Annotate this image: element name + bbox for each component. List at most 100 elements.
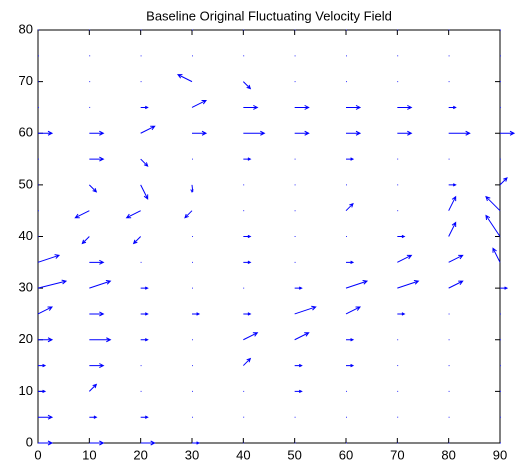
arrow bbox=[243, 332, 259, 341]
y-tick-label: 70 bbox=[19, 73, 33, 88]
arrow bbox=[485, 195, 501, 212]
arrow bbox=[346, 104, 362, 110]
y-tick-label: 60 bbox=[19, 125, 33, 140]
arrow bbox=[346, 130, 362, 136]
arrow bbox=[140, 338, 149, 342]
arrow bbox=[294, 286, 303, 290]
arrow bbox=[397, 254, 413, 263]
arrow bbox=[37, 279, 68, 289]
arrow bbox=[243, 157, 252, 161]
arrow bbox=[397, 279, 420, 289]
arrow bbox=[38, 130, 54, 136]
arrow bbox=[499, 177, 508, 186]
arrow bbox=[448, 183, 457, 187]
arrow bbox=[192, 130, 208, 136]
arrow bbox=[294, 305, 317, 315]
arrow bbox=[89, 259, 105, 265]
arrow bbox=[140, 286, 149, 290]
arrow bbox=[448, 130, 471, 136]
arrow bbox=[346, 338, 355, 342]
arrow bbox=[140, 105, 149, 110]
x-tick-label: 20 bbox=[133, 447, 147, 462]
arrow bbox=[397, 130, 413, 136]
arrow bbox=[448, 105, 457, 110]
x-tick-label: 80 bbox=[441, 447, 455, 462]
arrow bbox=[89, 279, 112, 289]
arrow bbox=[37, 306, 54, 315]
arrow bbox=[125, 210, 141, 219]
arrow bbox=[485, 214, 501, 237]
x-tick-label: 90 bbox=[493, 447, 507, 462]
x-tick-label: 40 bbox=[236, 447, 250, 462]
arrow bbox=[448, 254, 464, 263]
arrow bbox=[397, 104, 413, 110]
arrow bbox=[89, 440, 105, 446]
arrow bbox=[38, 337, 54, 343]
arrow bbox=[397, 234, 406, 239]
arrow bbox=[243, 234, 252, 239]
arrow bbox=[140, 184, 149, 200]
arrow bbox=[140, 415, 149, 419]
arrow bbox=[88, 383, 98, 392]
arrow bbox=[397, 312, 406, 316]
arrow bbox=[140, 125, 156, 134]
arrow bbox=[184, 210, 193, 219]
arrow bbox=[294, 104, 310, 110]
x-tick-label: 60 bbox=[339, 447, 353, 462]
arrow bbox=[345, 279, 369, 289]
arrow bbox=[89, 311, 105, 317]
arrow bbox=[38, 363, 47, 368]
arrow bbox=[89, 363, 105, 369]
arrow bbox=[192, 441, 201, 445]
arrow bbox=[242, 81, 252, 90]
arrow bbox=[140, 312, 149, 316]
arrow bbox=[89, 337, 112, 343]
x-tick-label: 70 bbox=[390, 447, 404, 462]
arrow bbox=[448, 280, 464, 289]
arrow bbox=[448, 195, 457, 211]
y-tick-label: 40 bbox=[19, 228, 33, 243]
y-tick-label: 50 bbox=[19, 176, 33, 191]
arrow bbox=[190, 184, 194, 193]
chart-title: Baseline Original Fluctuating Velocity F… bbox=[146, 8, 392, 23]
x-tick-label: 10 bbox=[82, 447, 96, 462]
arrow bbox=[294, 389, 303, 394]
arrow bbox=[492, 247, 501, 263]
arrow bbox=[243, 260, 252, 264]
arrow bbox=[74, 210, 90, 219]
arrow bbox=[81, 236, 90, 245]
arrow bbox=[132, 236, 142, 245]
x-tick-label: 50 bbox=[287, 447, 301, 462]
arrow bbox=[243, 312, 252, 316]
arrow bbox=[345, 306, 362, 315]
arrow bbox=[191, 99, 208, 108]
arrow bbox=[88, 184, 98, 193]
y-tick-label: 80 bbox=[19, 21, 33, 36]
arrow bbox=[346, 157, 355, 161]
arrow bbox=[38, 440, 54, 446]
arrow bbox=[242, 357, 252, 366]
y-tick-label: 10 bbox=[19, 383, 33, 398]
arrow bbox=[346, 363, 355, 368]
arrow bbox=[346, 260, 355, 264]
y-tick-label: 30 bbox=[19, 280, 33, 295]
arrow bbox=[192, 312, 201, 316]
arrow bbox=[38, 389, 47, 394]
arrow bbox=[294, 332, 310, 341]
y-tick-label: 0 bbox=[26, 434, 33, 449]
arrow bbox=[500, 286, 509, 290]
arrow bbox=[89, 156, 105, 162]
arrow bbox=[140, 440, 156, 446]
arrow bbox=[500, 130, 516, 136]
arrow bbox=[243, 130, 266, 136]
arrow bbox=[38, 414, 54, 420]
arrow bbox=[345, 202, 354, 212]
arrow bbox=[243, 104, 259, 110]
arrow bbox=[89, 415, 98, 419]
arrow bbox=[37, 254, 61, 263]
arrow bbox=[177, 74, 193, 83]
arrow bbox=[294, 130, 310, 136]
